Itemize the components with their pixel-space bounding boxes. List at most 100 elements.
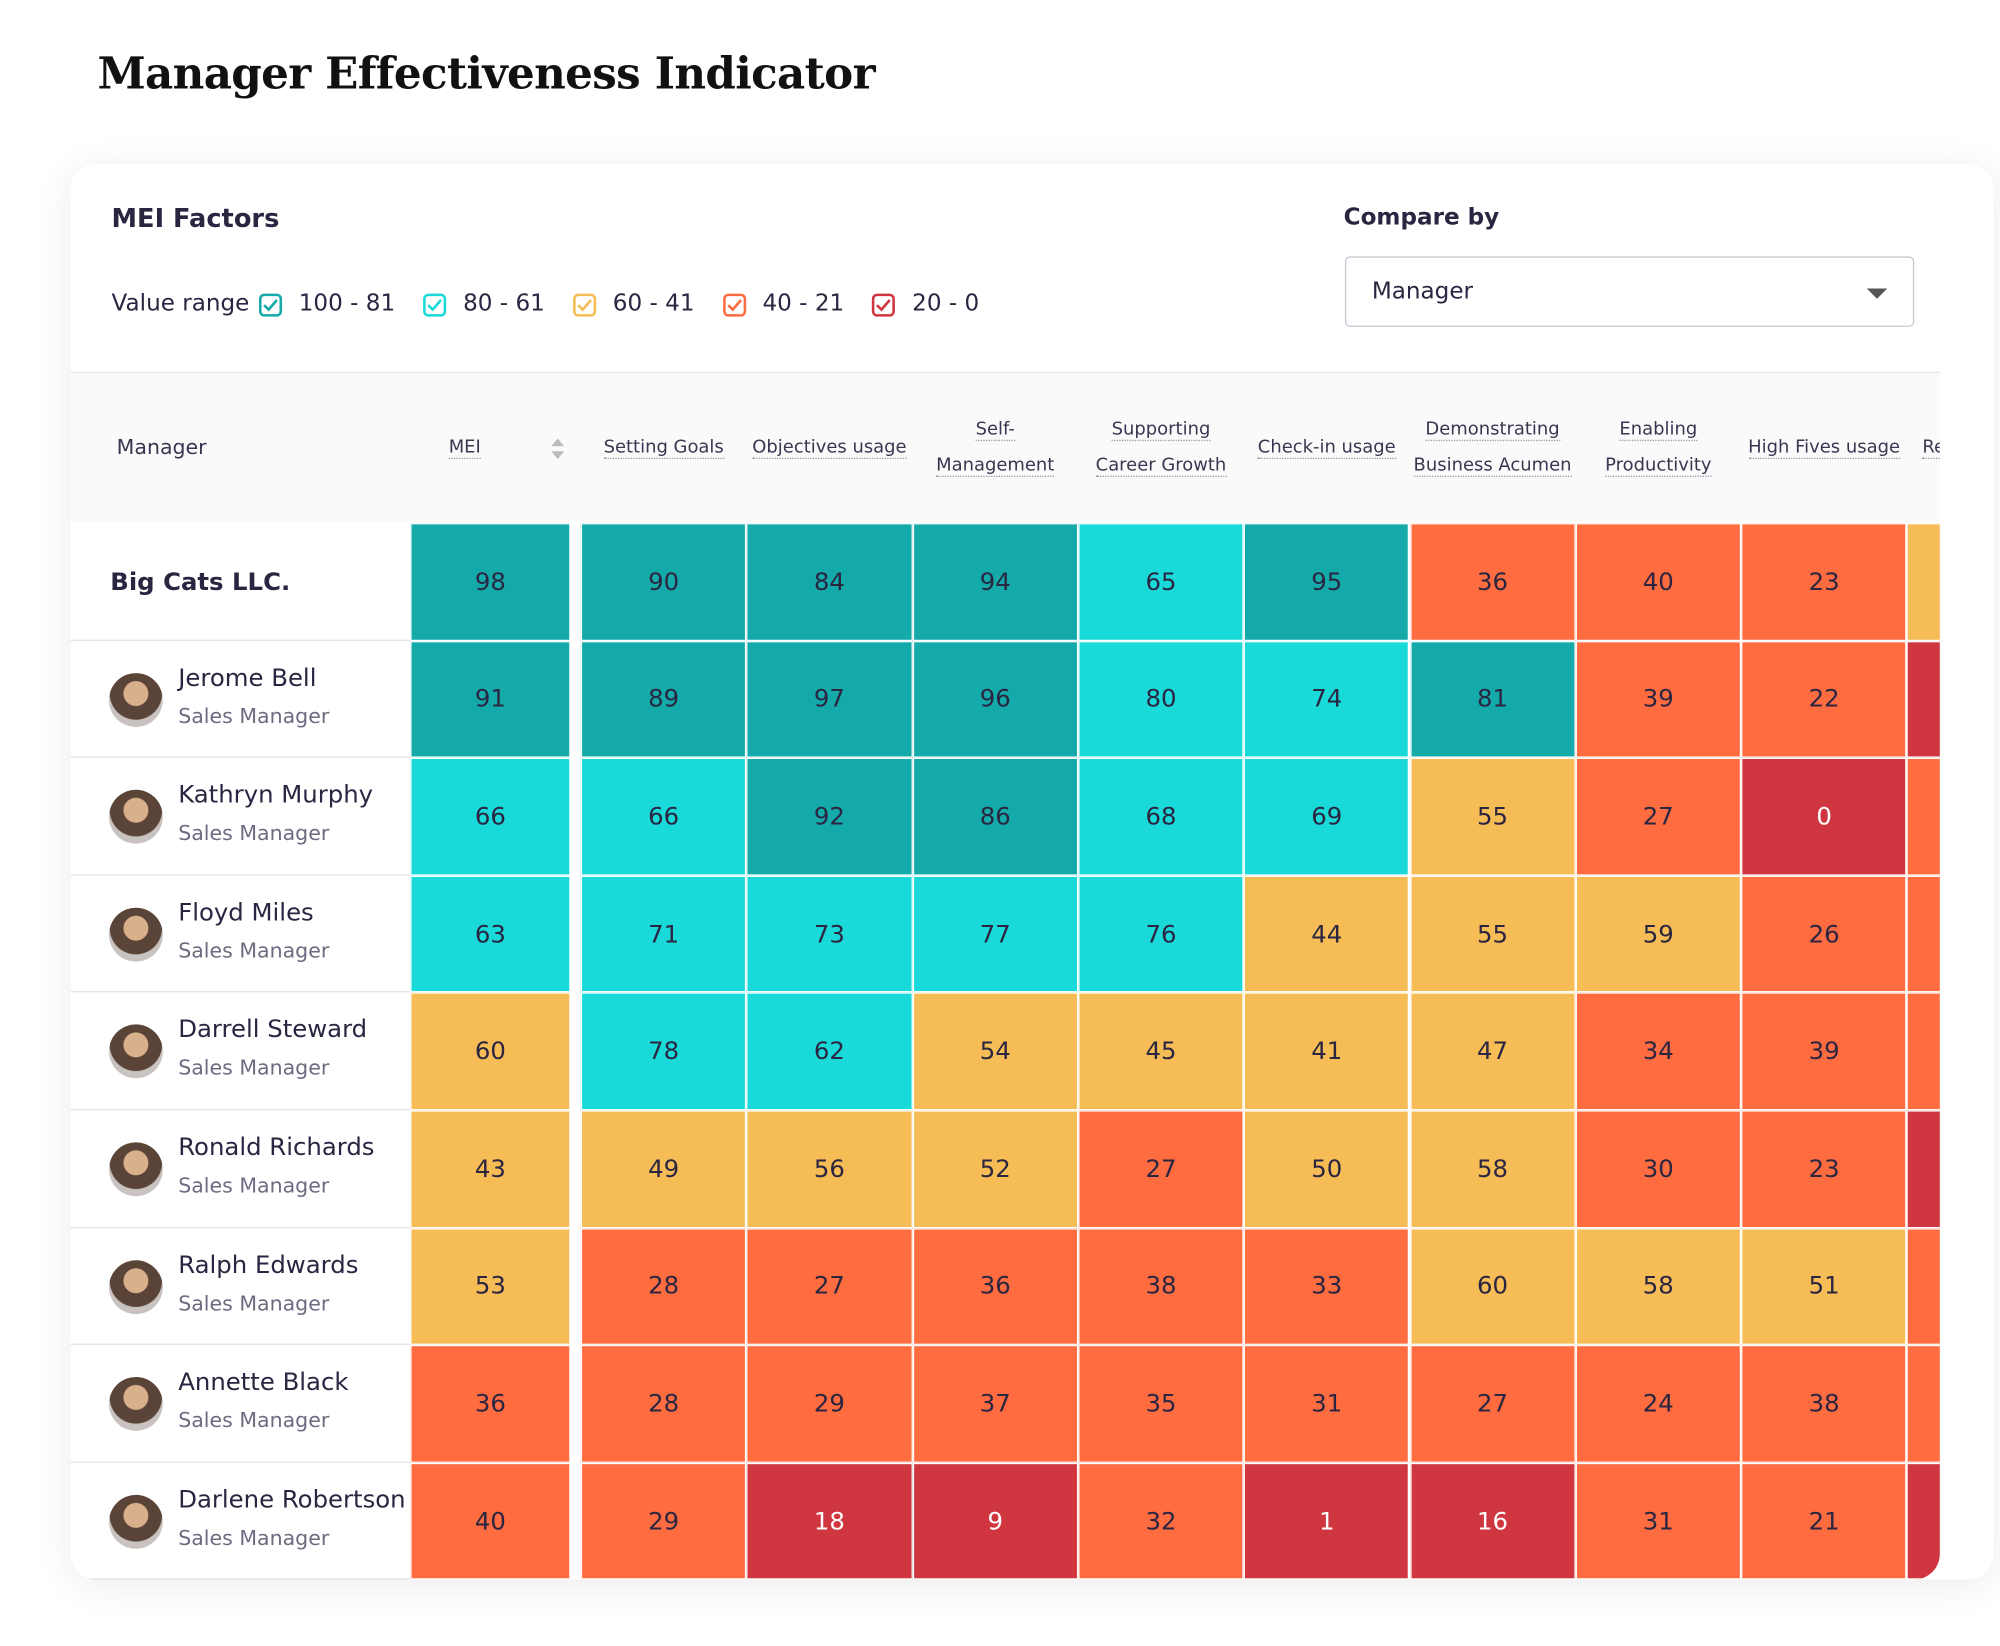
row-divider bbox=[70, 639, 411, 641]
header-text: High Fives usage bbox=[1748, 437, 1901, 459]
header-text: MEI bbox=[448, 437, 481, 459]
person-role: Sales Manager bbox=[178, 703, 330, 728]
header-line: MEI bbox=[385, 430, 545, 466]
score-cell: 33 bbox=[1243, 1227, 1410, 1346]
score-cell: 41 bbox=[1243, 992, 1410, 1111]
range-checkbox[interactable] bbox=[722, 293, 746, 317]
range-label: 100 - 81 bbox=[298, 289, 396, 317]
score-cell: 45 bbox=[1078, 992, 1244, 1111]
score-cell: 98 bbox=[410, 523, 571, 641]
score-cell: 92 bbox=[746, 757, 913, 876]
column-header: Self- Management bbox=[912, 412, 1078, 484]
score-cell: 60 bbox=[410, 992, 571, 1111]
header-text: Business Acumen bbox=[1413, 455, 1572, 477]
score-cell: 36 bbox=[912, 1227, 1079, 1346]
score-cell: 27 bbox=[1078, 1110, 1244, 1228]
header-text: Management bbox=[936, 455, 1055, 477]
score-cell: 50 bbox=[1243, 1110, 1410, 1228]
person-name: Darrell Steward bbox=[178, 1015, 368, 1045]
score-cell: 86 bbox=[912, 757, 1079, 876]
row-divider bbox=[70, 991, 411, 993]
range-checkbox[interactable] bbox=[423, 293, 447, 317]
row-divider bbox=[70, 1578, 411, 1580]
score-cell: 47 bbox=[1409, 992, 1576, 1111]
score-cell: 60 bbox=[1409, 1227, 1576, 1346]
person-name: Darlene Robertson bbox=[178, 1485, 406, 1514]
person-name: Floyd Miles bbox=[178, 898, 314, 927]
person-name: Jerome Bell bbox=[178, 663, 317, 692]
score-cell: 40 bbox=[410, 1462, 571, 1580]
score-cell: 27 bbox=[1409, 1345, 1576, 1463]
score-cell: 40 bbox=[1575, 523, 1742, 641]
score-cell: 23 bbox=[1741, 1110, 1907, 1228]
score-cell: 29 bbox=[580, 1462, 747, 1580]
score-cell: 32 bbox=[1078, 1462, 1244, 1580]
score-cell: 36 bbox=[410, 1345, 571, 1463]
range-checkbox[interactable] bbox=[573, 293, 597, 317]
column-header: Demonstrating Business Acumen bbox=[1410, 412, 1576, 484]
column-header: MEI bbox=[385, 430, 545, 466]
score-cell: 59 bbox=[1575, 875, 1742, 993]
score-cell: 56 bbox=[746, 1110, 913, 1228]
score-cell: 66 bbox=[580, 757, 747, 876]
score-cell: 49 bbox=[580, 1110, 747, 1228]
person-name: Kathryn Murphy bbox=[178, 781, 374, 810]
score-cell: 77 bbox=[912, 875, 1079, 993]
avatar bbox=[108, 1494, 163, 1549]
avatar bbox=[108, 672, 163, 727]
person-name: Ralph Edwards bbox=[178, 1250, 359, 1280]
range-checkbox[interactable] bbox=[258, 293, 283, 317]
compare-select[interactable]: Manager bbox=[1344, 256, 1915, 327]
header-text: Self- bbox=[975, 419, 1015, 442]
score-cell: 91 bbox=[410, 640, 571, 758]
score-cell: 78 bbox=[580, 992, 747, 1111]
table-header bbox=[70, 373, 1940, 522]
score-cell: 16 bbox=[1409, 1462, 1576, 1580]
check bbox=[427, 299, 443, 312]
clipped-cell bbox=[1906, 1110, 1940, 1228]
score-cell: 97 bbox=[746, 640, 913, 758]
score-cell: 39 bbox=[1741, 992, 1907, 1111]
avatar bbox=[108, 790, 163, 844]
compare-label: Compare by bbox=[1343, 203, 1500, 231]
score-cell: 30 bbox=[1575, 1110, 1742, 1228]
sort-icon[interactable] bbox=[550, 436, 565, 462]
header-line: Check-in usage bbox=[1244, 430, 1410, 466]
header-line: Management bbox=[912, 447, 1078, 483]
header-text: Career Growth bbox=[1095, 455, 1227, 477]
score-cell: 81 bbox=[1409, 640, 1576, 758]
clipped-cell bbox=[1906, 640, 1940, 758]
header-text: Enabling bbox=[1619, 419, 1698, 442]
header-line: Business Acumen bbox=[1410, 447, 1576, 483]
header-line: Productivity bbox=[1575, 447, 1741, 483]
score-cell: 90 bbox=[580, 523, 747, 641]
person-role: Sales Manager bbox=[178, 1290, 330, 1315]
row-divider bbox=[70, 1226, 411, 1228]
range-label: 80 - 61 bbox=[463, 289, 545, 317]
score-cell: 35 bbox=[1078, 1345, 1244, 1463]
score-cell: 89 bbox=[580, 640, 747, 758]
score-cell: 68 bbox=[1078, 757, 1244, 876]
score-cell: 52 bbox=[912, 1110, 1079, 1228]
score-cell: 36 bbox=[1409, 523, 1576, 641]
score-cell: 73 bbox=[746, 875, 913, 993]
avatar bbox=[108, 1259, 163, 1314]
range-checkbox[interactable] bbox=[872, 293, 896, 317]
score-cell: 31 bbox=[1575, 1462, 1742, 1580]
header-line: Enabling bbox=[1575, 412, 1741, 448]
score-cell: 51 bbox=[1741, 1227, 1907, 1346]
header-line: Self- bbox=[912, 412, 1078, 448]
score-cell: 71 bbox=[580, 875, 747, 993]
score-cell: 84 bbox=[746, 523, 913, 641]
score-cell: 58 bbox=[1575, 1227, 1742, 1346]
header-text: Rev bbox=[1922, 437, 1940, 459]
column-header: Enabling Productivity bbox=[1575, 412, 1741, 484]
score-cell: 96 bbox=[912, 640, 1079, 758]
row-divider bbox=[70, 1109, 411, 1111]
score-cell: 94 bbox=[912, 523, 1079, 641]
person-role: Sales Manager bbox=[178, 1173, 330, 1198]
score-cell: 23 bbox=[1741, 523, 1907, 641]
check bbox=[876, 299, 892, 312]
score-cell: 74 bbox=[1243, 640, 1410, 758]
column-header: Setting Goals bbox=[581, 430, 747, 466]
